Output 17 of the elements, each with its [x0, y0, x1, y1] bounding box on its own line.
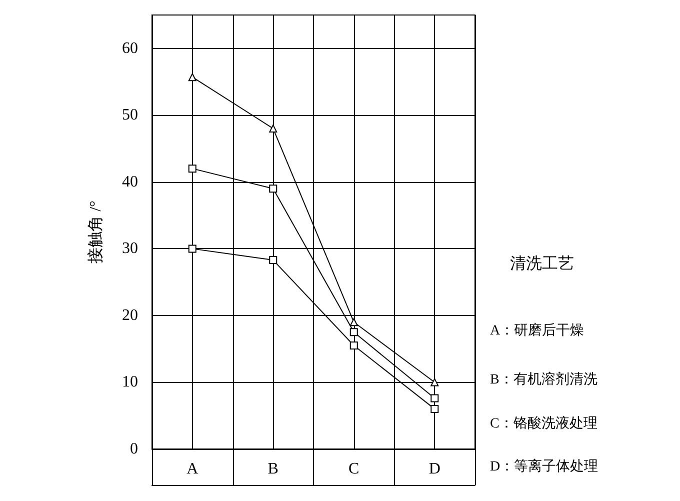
y-tick-label: 10: [122, 374, 138, 391]
text: B：有机溶剂清洗: [490, 372, 598, 388]
text: 清洗工艺: [510, 254, 574, 272]
y-tick-label: 60: [122, 40, 138, 57]
text: A：研磨后干燥: [490, 322, 584, 338]
y-tick-label: 20: [122, 306, 138, 324]
y-tick-label: 50: [122, 106, 138, 124]
y-tick-label: 0: [130, 440, 138, 458]
x-tick-label: B: [268, 460, 278, 478]
y-axis-title: 接触角 /°: [86, 200, 104, 264]
text: D：等离子体处理: [490, 458, 598, 474]
y-tick-label: 30: [122, 240, 138, 258]
x-tick-label: A: [186, 460, 199, 478]
x-tick-label: C: [348, 460, 360, 478]
x-tick-label: D: [428, 460, 440, 478]
y-tick-label: 40: [122, 173, 138, 190]
text: C：铬酸洗液处理: [490, 416, 598, 432]
